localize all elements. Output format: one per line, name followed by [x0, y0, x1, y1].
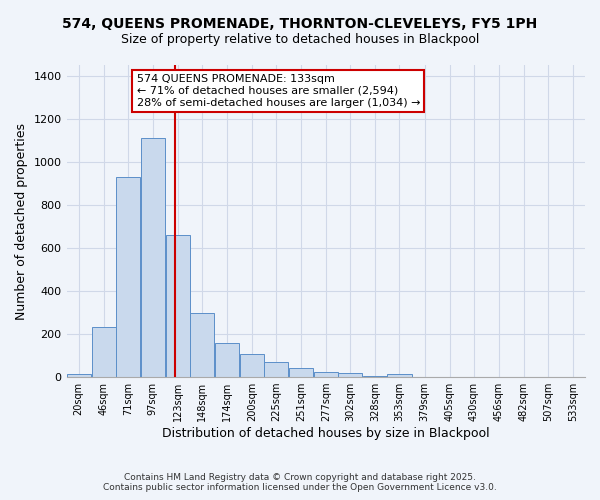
Bar: [116, 177, 140, 377]
Bar: [338, 373, 362, 377]
Text: Contains public sector information licensed under the Open Government Licence v3: Contains public sector information licen…: [103, 482, 497, 492]
X-axis label: Distribution of detached houses by size in Blackpool: Distribution of detached houses by size …: [162, 427, 490, 440]
Bar: [215, 342, 239, 377]
Text: Size of property relative to detached houses in Blackpool: Size of property relative to detached ho…: [121, 32, 479, 46]
Y-axis label: Number of detached properties: Number of detached properties: [15, 122, 28, 320]
Bar: [364, 376, 388, 377]
Bar: [166, 235, 190, 377]
Bar: [141, 138, 165, 377]
Bar: [388, 374, 412, 377]
Bar: [264, 362, 288, 377]
Bar: [240, 354, 264, 377]
Bar: [92, 326, 116, 377]
Bar: [190, 312, 214, 377]
Bar: [67, 374, 91, 377]
Text: 574, QUEENS PROMENADE, THORNTON-CLEVELEYS, FY5 1PH: 574, QUEENS PROMENADE, THORNTON-CLEVELEY…: [62, 18, 538, 32]
Bar: [289, 368, 313, 377]
Text: Contains HM Land Registry data © Crown copyright and database right 2025.: Contains HM Land Registry data © Crown c…: [124, 472, 476, 482]
Bar: [314, 372, 338, 377]
Text: 574 QUEENS PROMENADE: 133sqm
← 71% of detached houses are smaller (2,594)
28% of: 574 QUEENS PROMENADE: 133sqm ← 71% of de…: [137, 74, 420, 108]
